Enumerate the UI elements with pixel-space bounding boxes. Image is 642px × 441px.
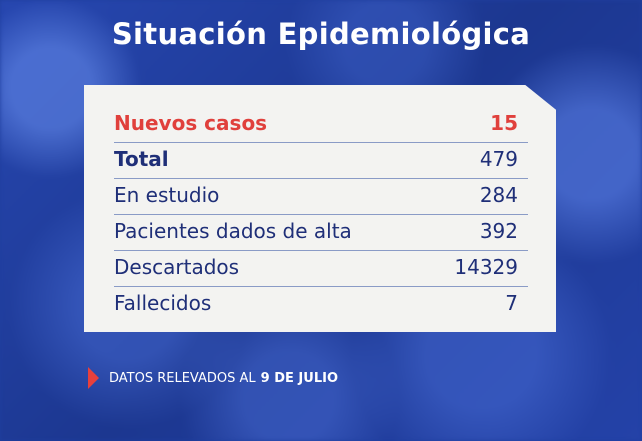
row-label: Pacientes dados de alta xyxy=(114,219,352,243)
page-title: Situación Epidemiológica xyxy=(111,17,531,51)
row-value: 15 xyxy=(490,111,518,135)
row-value: 479 xyxy=(479,147,518,171)
table-row-dados-de-alta: Pacientes dados de alta 392 xyxy=(114,215,528,251)
stats-table: Nuevos casos 15 Total 479 En estudio 284… xyxy=(114,107,528,322)
row-label: Fallecidos xyxy=(114,291,212,315)
row-value: 392 xyxy=(479,219,518,243)
row-label: Descartados xyxy=(114,255,240,279)
footer-prefix: DATOS RELEVADOS AL xyxy=(109,370,256,386)
row-label: Total xyxy=(114,147,169,171)
table-row-en-estudio: En estudio 284 xyxy=(114,179,528,215)
data-date-footer: DATOS RELEVADOS AL 9 DE JULIO xyxy=(88,367,338,389)
table-row-nuevos-casos: Nuevos casos 15 xyxy=(114,107,528,143)
footer-date: 9 DE JULIO xyxy=(260,370,338,386)
row-label: Nuevos casos xyxy=(114,111,268,135)
table-row-descartados: Descartados 14329 xyxy=(114,251,528,287)
row-value: 7 xyxy=(505,291,518,315)
row-value: 14329 xyxy=(454,255,518,279)
row-value: 284 xyxy=(479,183,518,207)
arrow-icon xyxy=(88,367,99,389)
row-label: En estudio xyxy=(114,183,220,207)
table-row-fallecidos: Fallecidos 7 xyxy=(114,287,528,322)
data-card xyxy=(84,85,556,332)
table-row-total: Total 479 xyxy=(114,143,528,179)
